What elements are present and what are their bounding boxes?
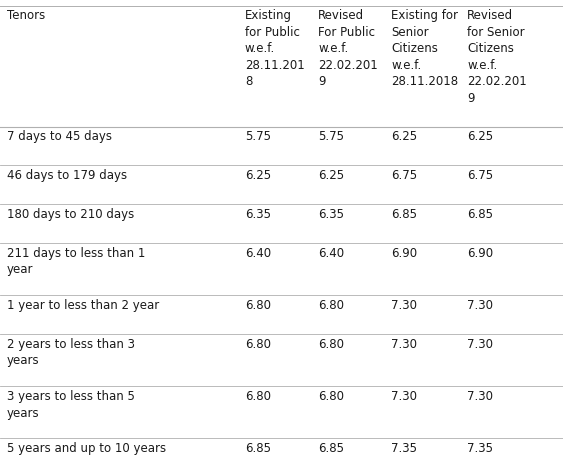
- Text: 6.40: 6.40: [318, 247, 344, 260]
- Text: 6.90: 6.90: [467, 247, 493, 260]
- Text: Revised
For Public
w.e.f.
22.02.201
9: Revised For Public w.e.f. 22.02.201 9: [318, 9, 378, 89]
- Text: 211 days to less than 1
year: 211 days to less than 1 year: [7, 247, 145, 276]
- Text: 5 years and up to 10 years: 5 years and up to 10 years: [7, 442, 166, 455]
- Text: 7.30: 7.30: [391, 390, 417, 403]
- Text: 7 days to 45 days: 7 days to 45 days: [7, 130, 112, 143]
- Text: 46 days to 179 days: 46 days to 179 days: [7, 169, 127, 182]
- Text: 6.80: 6.80: [318, 390, 344, 403]
- Text: 6.25: 6.25: [245, 169, 271, 182]
- Text: 7.30: 7.30: [467, 338, 493, 351]
- Text: 6.80: 6.80: [318, 299, 344, 312]
- Text: Existing for
Senior
Citizens
w.e.f.
28.11.2018: Existing for Senior Citizens w.e.f. 28.1…: [391, 9, 458, 89]
- Text: 6.80: 6.80: [245, 299, 271, 312]
- Text: 5.75: 5.75: [245, 130, 271, 143]
- Text: Revised
for Senior
Citizens
w.e.f.
22.02.201
9: Revised for Senior Citizens w.e.f. 22.02…: [467, 9, 527, 105]
- Text: 6.90: 6.90: [391, 247, 417, 260]
- Text: 6.85: 6.85: [318, 442, 344, 455]
- Text: 7.30: 7.30: [467, 299, 493, 312]
- Text: Tenors: Tenors: [7, 9, 45, 22]
- Text: 6.85: 6.85: [467, 208, 493, 221]
- Text: 1 year to less than 2 year: 1 year to less than 2 year: [7, 299, 159, 312]
- Text: 6.85: 6.85: [391, 208, 417, 221]
- Text: 7.30: 7.30: [391, 299, 417, 312]
- Text: 6.85: 6.85: [245, 442, 271, 455]
- Text: 6.80: 6.80: [245, 390, 271, 403]
- Text: 7.30: 7.30: [467, 390, 493, 403]
- Text: 6.25: 6.25: [391, 130, 417, 143]
- Text: 6.35: 6.35: [245, 208, 271, 221]
- Text: 6.35: 6.35: [318, 208, 344, 221]
- Text: Existing
for Public
w.e.f.
28.11.201
8: Existing for Public w.e.f. 28.11.201 8: [245, 9, 305, 89]
- Text: 180 days to 210 days: 180 days to 210 days: [7, 208, 134, 221]
- Text: 6.25: 6.25: [318, 169, 344, 182]
- Text: 7.35: 7.35: [391, 442, 417, 455]
- Text: 6.80: 6.80: [245, 338, 271, 351]
- Text: 3 years to less than 5
years: 3 years to less than 5 years: [7, 390, 135, 419]
- Text: 6.75: 6.75: [467, 169, 493, 182]
- Text: 2 years to less than 3
years: 2 years to less than 3 years: [7, 338, 135, 367]
- Text: 7.30: 7.30: [391, 338, 417, 351]
- Text: 6.75: 6.75: [391, 169, 417, 182]
- Text: 7.35: 7.35: [467, 442, 493, 455]
- Text: 6.40: 6.40: [245, 247, 271, 260]
- Text: 6.25: 6.25: [467, 130, 493, 143]
- Text: 6.80: 6.80: [318, 338, 344, 351]
- Text: 5.75: 5.75: [318, 130, 344, 143]
